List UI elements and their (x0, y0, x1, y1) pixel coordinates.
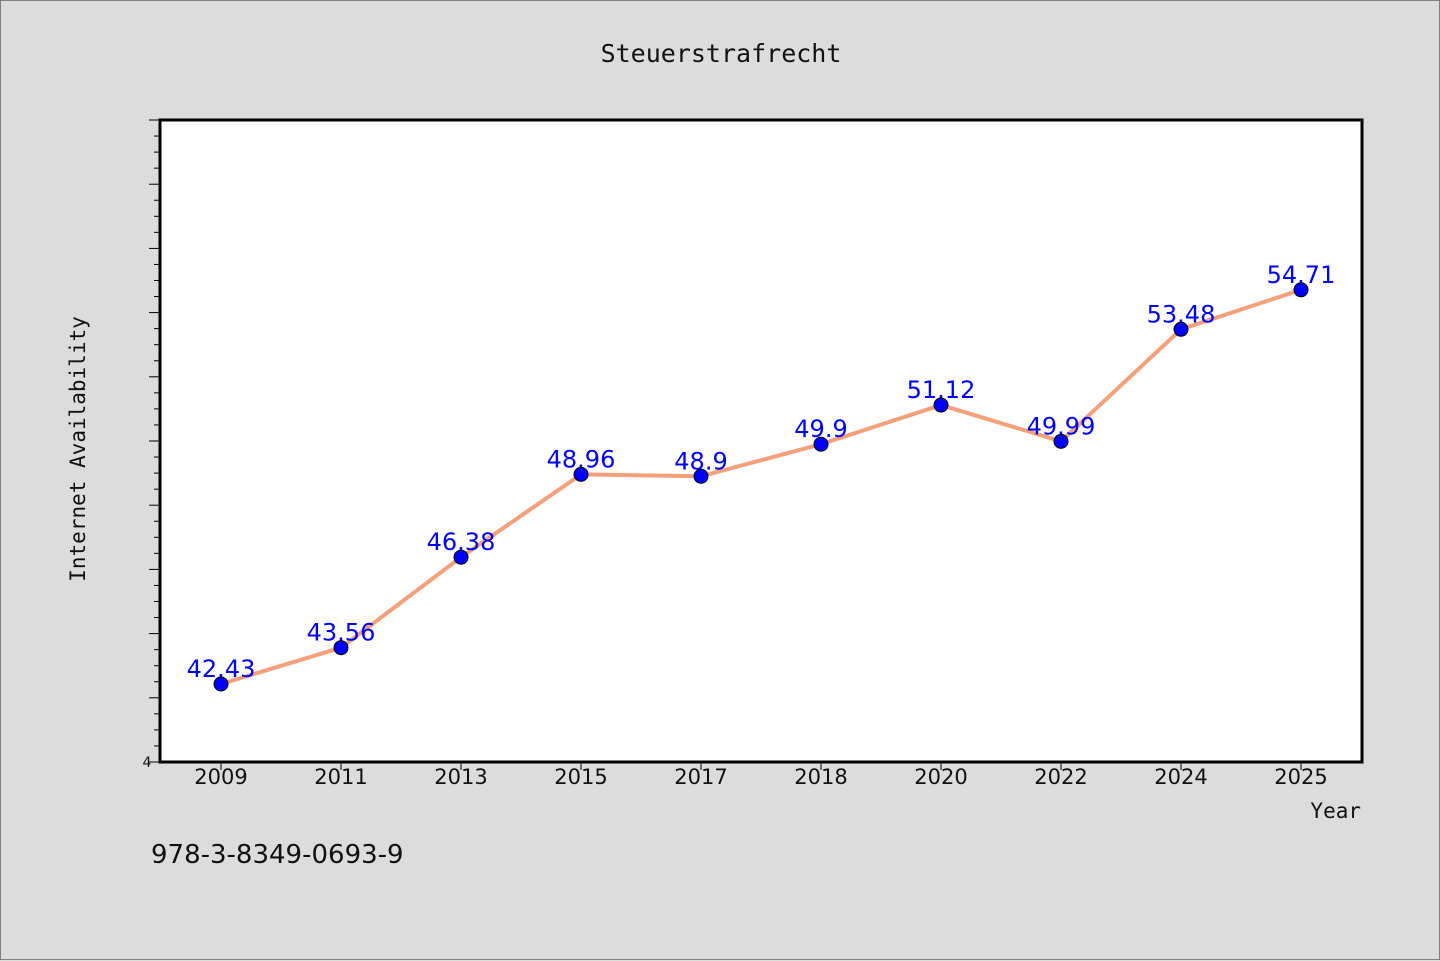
y-axis-min-label: 4 (143, 755, 152, 771)
chart-title: Steuerstrafrecht (601, 39, 842, 68)
data-point (573, 466, 589, 482)
x-tick-label: 2011 (314, 765, 367, 789)
y-axis-title: Internet Availability (66, 316, 90, 582)
x-tick-label: 2015 (554, 765, 607, 789)
x-axis-title: Year (1310, 799, 1361, 823)
x-tick-label: 2018 (794, 765, 847, 789)
series-line (220, 287, 1302, 686)
data-point (1293, 282, 1309, 298)
x-tick-label: 2022 (1034, 765, 1087, 789)
x-tick-label: 2024 (1154, 765, 1207, 789)
data-point (333, 640, 349, 656)
isbn-text: 978-3-8349-0693-9 (151, 840, 404, 870)
data-point (1173, 321, 1189, 337)
x-tick-label: 2009 (194, 765, 247, 789)
data-point (1053, 433, 1069, 449)
x-tick-label: 2017 (674, 765, 727, 789)
x-tick-label: 2025 (1274, 765, 1327, 789)
x-tick-label: 2013 (434, 765, 487, 789)
plot-area (158, 118, 1364, 764)
data-point (933, 397, 949, 413)
x-axis: 2009 2011 2013 2015 2017 2018 2020 2022 2024 2025 (194, 762, 1328, 789)
data-point (213, 676, 229, 692)
data-point (453, 549, 469, 565)
data-point (693, 468, 709, 484)
y-axis-ticks (149, 119, 160, 763)
x-tick-label: 2020 (914, 765, 967, 789)
data-point (813, 436, 829, 452)
